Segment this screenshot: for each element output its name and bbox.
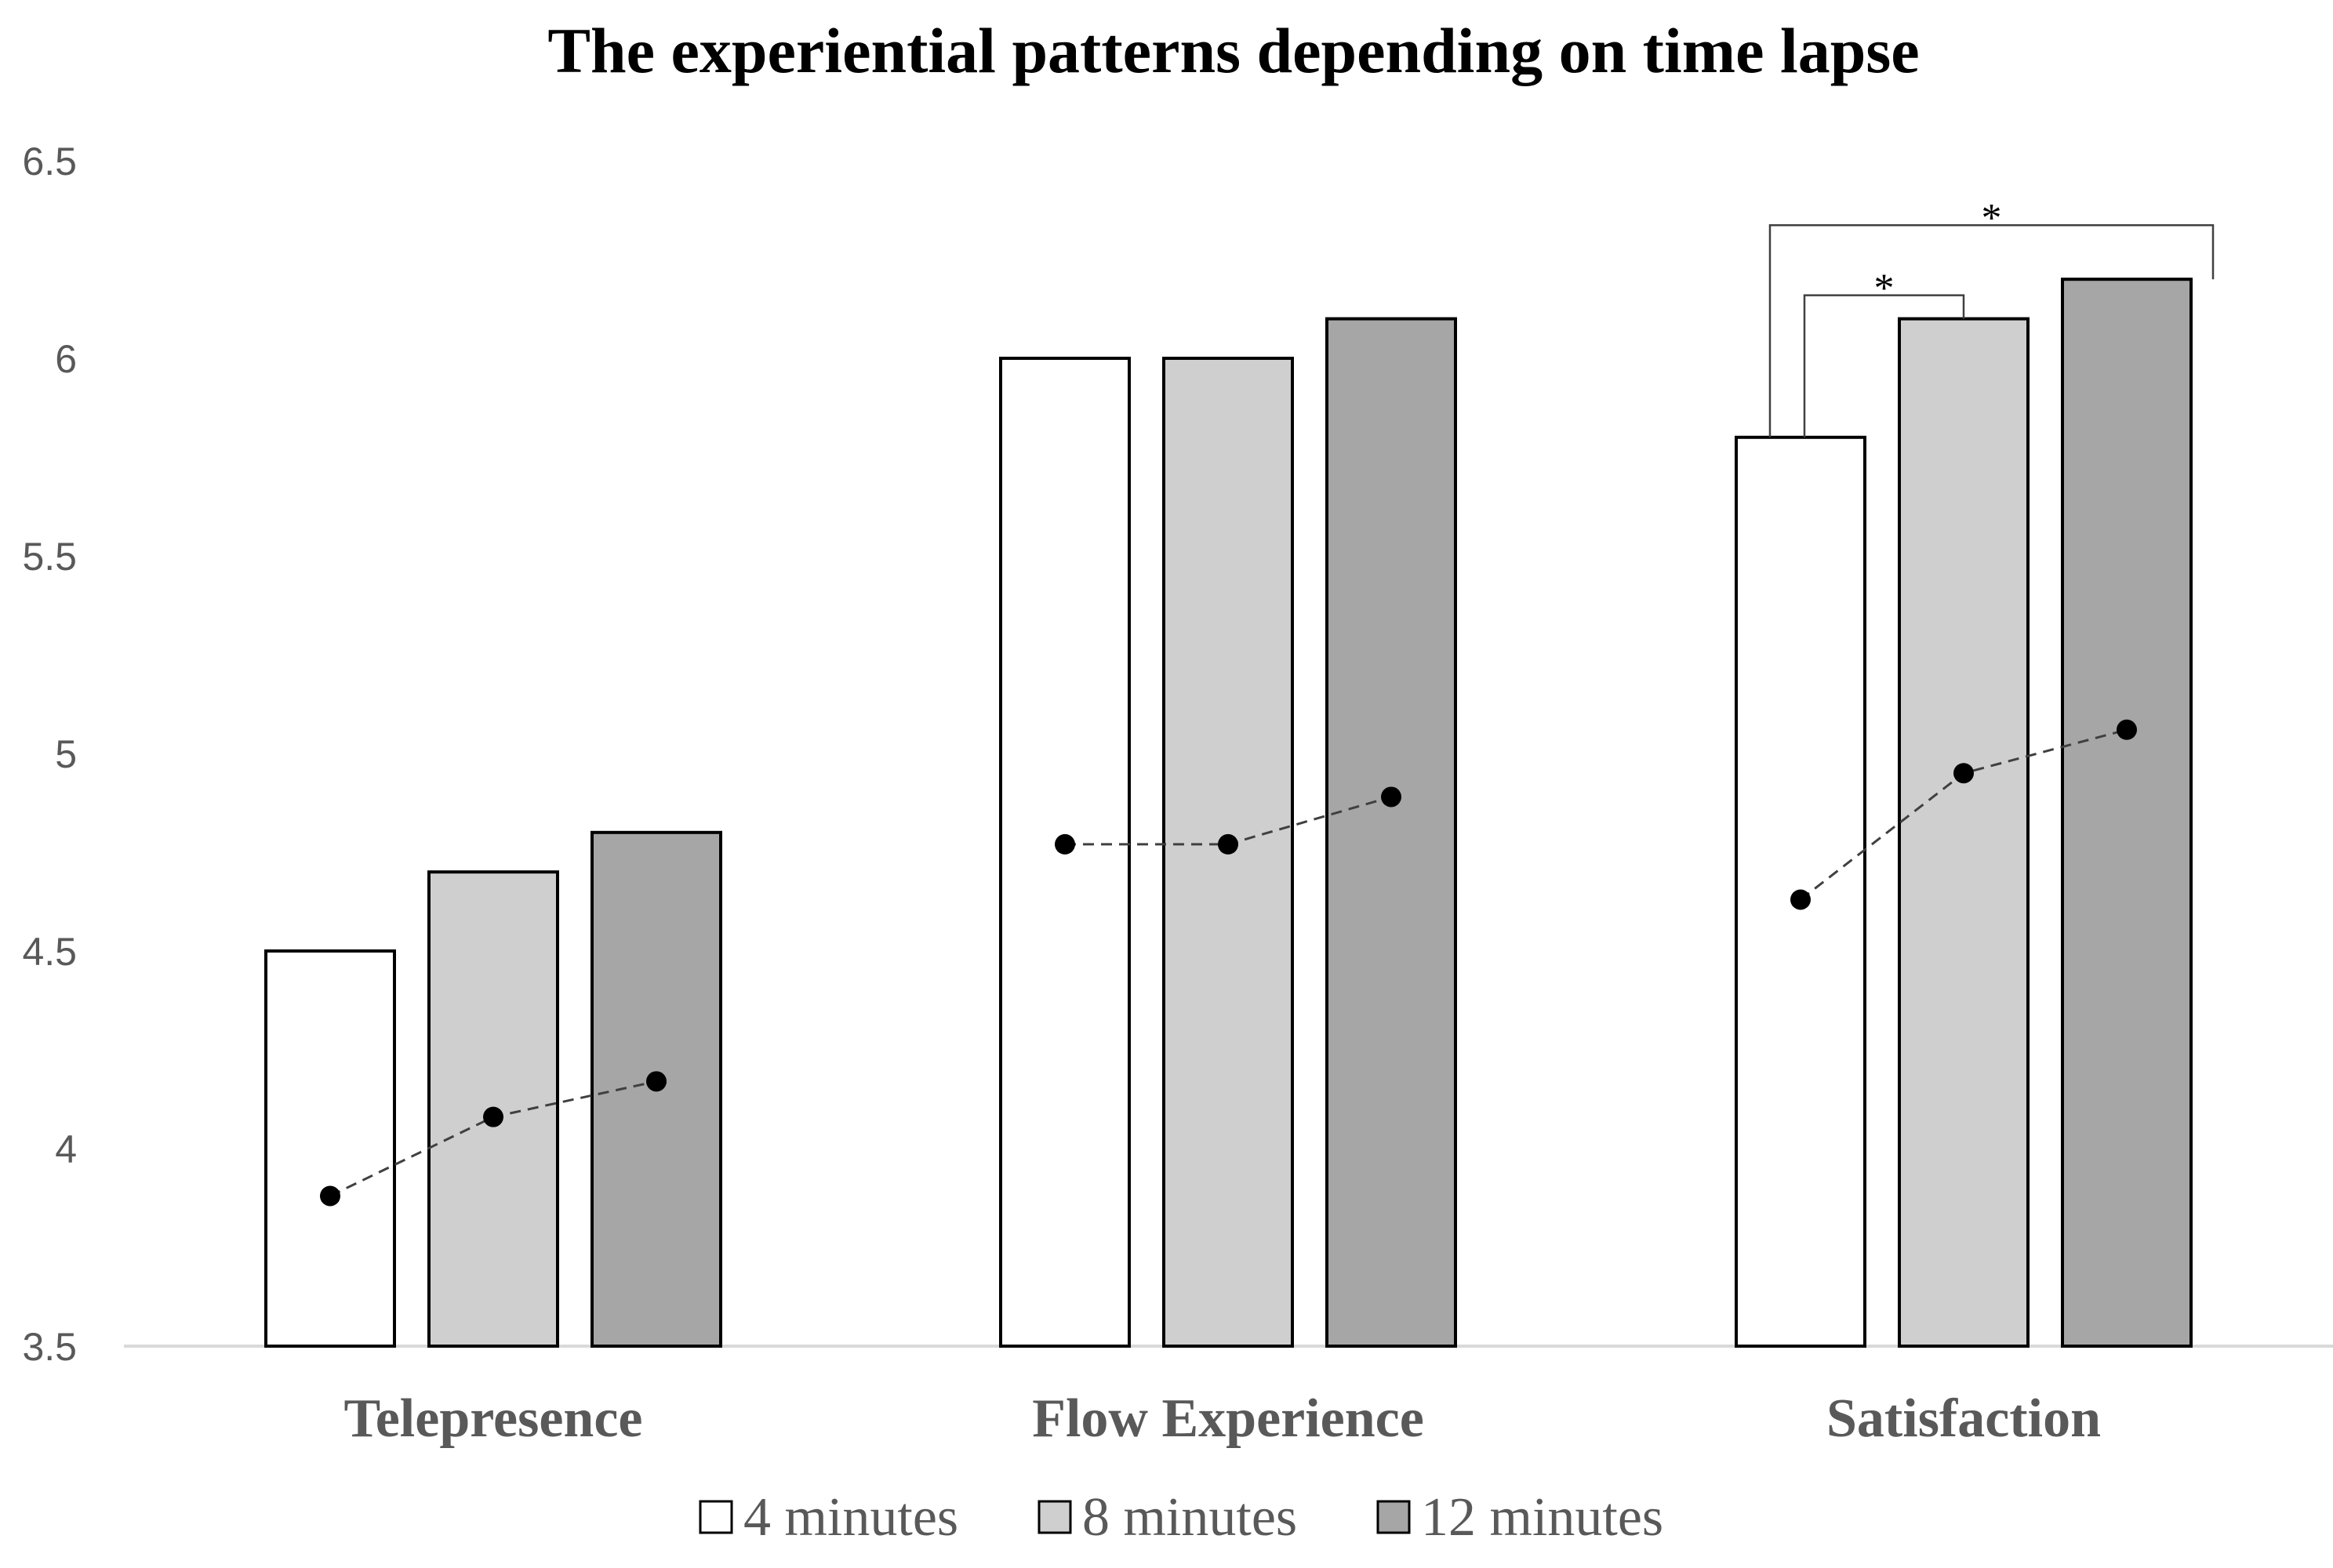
trend-point-satisfaction-8-minutes <box>1953 763 1974 784</box>
category-label-telepresence: Telepresence <box>343 1388 642 1449</box>
significance-bracket <box>1803 294 1965 437</box>
y-tick-label: 4.5 <box>22 930 77 974</box>
category-label-satisfaction: Satisfaction <box>1826 1388 2101 1449</box>
bar-flow-experience-12-minutes <box>1325 317 1457 1348</box>
y-tick-label: 4 <box>55 1127 77 1171</box>
legend-item-12-minutes: 12 minutes <box>1376 1487 1663 1548</box>
trend-point-telepresence-8-minutes <box>483 1106 503 1127</box>
trend-layer <box>320 719 2137 1207</box>
legend-label: 8 minutes <box>1082 1487 1297 1548</box>
legend-label: 4 minutes <box>743 1487 958 1548</box>
bar-telepresence-4-minutes <box>264 949 396 1348</box>
trend-point-flow-experience-8-minutes <box>1218 833 1238 855</box>
y-tick-label: 6 <box>55 337 77 381</box>
trend-point-flow-experience-12-minutes <box>1381 786 1401 808</box>
y-tick-label: 5.5 <box>22 535 77 579</box>
legend-label: 12 minutes <box>1421 1487 1663 1548</box>
significance-star: * <box>1982 196 2002 241</box>
y-tick-label: 3.5 <box>22 1325 77 1369</box>
trend-point-telepresence-4-minutes <box>320 1185 340 1207</box>
legend-swatch <box>1376 1500 1411 1534</box>
legend-swatch <box>699 1500 733 1534</box>
bar-telepresence-12-minutes <box>591 830 722 1348</box>
legend: 4 minutes 8 minutes 12 minutes <box>699 1487 1663 1548</box>
trend-point-telepresence-12-minutes <box>646 1071 667 1092</box>
y-tick-label: 6.5 <box>22 140 77 183</box>
trend-point-satisfaction-12-minutes <box>2117 719 2137 740</box>
bars-layer <box>264 278 2193 1348</box>
legend-item-4-minutes: 4 minutes <box>699 1487 958 1548</box>
category-label-flow-experience: Flow Experience <box>1032 1388 1424 1449</box>
bar-satisfaction-8-minutes <box>1898 317 2030 1348</box>
bar-satisfaction-12-minutes <box>2061 278 2193 1348</box>
significance-star: * <box>1874 267 1895 311</box>
significance-bracket <box>1768 223 2215 437</box>
legend-swatch <box>1037 1500 1072 1534</box>
significance-layer: ** <box>1768 196 2215 437</box>
y-tick-label: 5 <box>55 732 77 776</box>
trend-point-satisfaction-4-minutes <box>1790 889 1811 910</box>
chart-title: The experiential patterns depending on t… <box>547 15 1919 86</box>
category-labels: Telepresence Flow Experience Satisfaction <box>343 1388 2101 1449</box>
legend-item-8-minutes: 8 minutes <box>1037 1487 1297 1548</box>
trend-point-flow-experience-4-minutes <box>1055 833 1075 855</box>
